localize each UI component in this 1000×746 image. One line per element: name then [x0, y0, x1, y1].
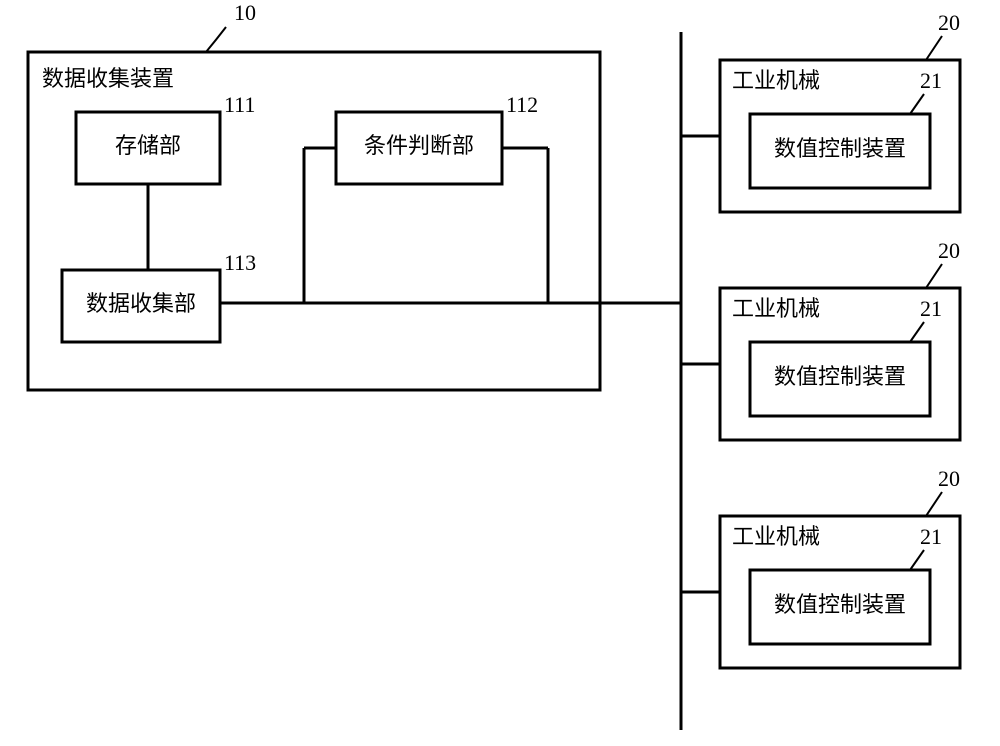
- main-device-ref: 10: [234, 0, 256, 25]
- machine-1-controller-ref: 21: [920, 296, 942, 321]
- machine-1-leader: [926, 264, 942, 288]
- machine-2-controller-ref: 21: [920, 524, 942, 549]
- machine-1-ref: 20: [938, 238, 960, 263]
- main-device-leader: [206, 27, 226, 52]
- machine-0-title: 工业机械: [732, 68, 820, 93]
- machine-0-leader: [926, 36, 942, 60]
- judge-block-ref: 112: [506, 92, 538, 117]
- machine-1-title: 工业机械: [732, 296, 820, 321]
- machine-0-controller-ref: 21: [920, 68, 942, 93]
- machine-2-controller-leader: [910, 550, 924, 570]
- machine-0-ref: 20: [938, 10, 960, 35]
- machine-1-controller-label: 数值控制装置: [774, 364, 906, 389]
- machine-2-ref: 20: [938, 466, 960, 491]
- collect-block-ref: 113: [224, 250, 256, 275]
- main-device-title: 数据收集装置: [42, 66, 174, 91]
- machine-2-controller-label: 数值控制装置: [774, 592, 906, 617]
- storage-block-ref: 111: [224, 92, 255, 117]
- machine-2-title: 工业机械: [732, 524, 820, 549]
- machine-2-leader: [926, 492, 942, 516]
- machine-0-controller-leader: [910, 94, 924, 114]
- machine-0-controller-label: 数值控制装置: [774, 136, 906, 161]
- judge-block-label: 条件判断部: [364, 133, 474, 158]
- collect-block-label: 数据收集部: [86, 291, 196, 316]
- machine-1-controller-leader: [910, 322, 924, 342]
- storage-block-label: 存储部: [115, 133, 181, 158]
